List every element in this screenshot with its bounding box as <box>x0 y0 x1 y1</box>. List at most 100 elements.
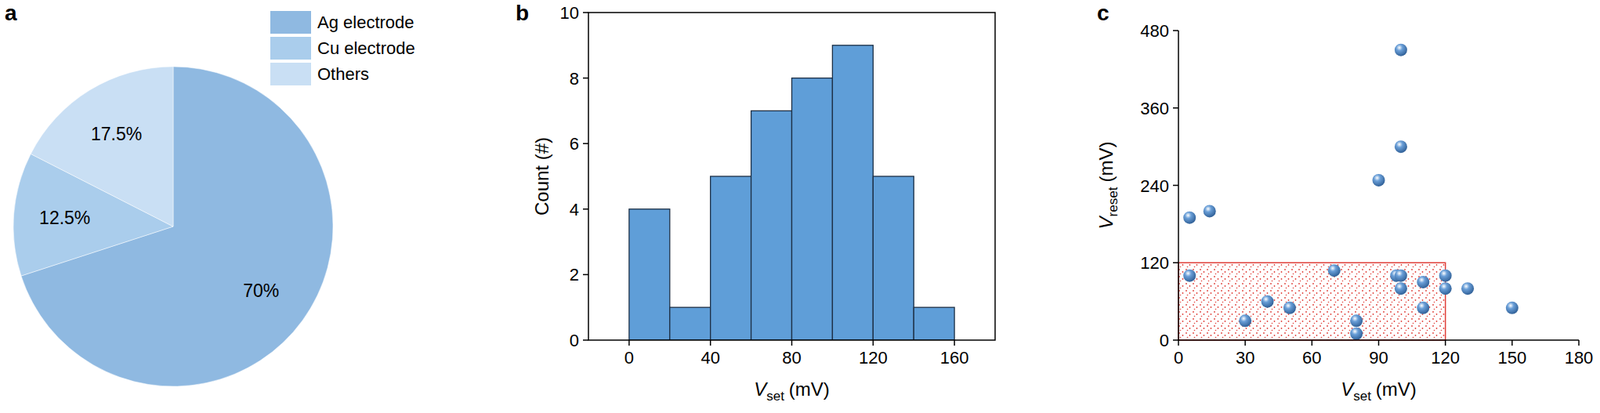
plot-frame <box>588 12 996 341</box>
y-tick-label: 4 <box>569 199 580 220</box>
histogram-bar <box>751 110 793 341</box>
points <box>1183 43 1519 341</box>
scatter-point <box>1461 282 1474 295</box>
x-tick <box>1244 340 1246 346</box>
legend-swatch <box>270 10 312 34</box>
y-tick-label: 2 <box>569 264 580 285</box>
scatter-point <box>1416 275 1430 289</box>
axis-label-subscript: set <box>766 388 785 404</box>
y-tick <box>582 11 589 14</box>
y-tick <box>1172 339 1179 341</box>
data-label: 17.5% <box>90 123 142 145</box>
data-label: 12.5% <box>39 207 91 229</box>
x-tick <box>1511 340 1514 346</box>
x-tick <box>953 340 956 346</box>
y-tick <box>1172 29 1179 32</box>
scatter-point <box>1394 269 1408 283</box>
x-tick <box>1578 340 1580 346</box>
x-tick-label: 0 <box>624 347 634 368</box>
data-label: 70% <box>242 280 279 301</box>
x-tick-label: 0 <box>1173 347 1184 368</box>
axis-label-subscript: set <box>1353 388 1372 404</box>
scatter-point <box>1505 301 1519 315</box>
y-tick-label: 0 <box>569 330 580 351</box>
x-tick <box>709 340 712 346</box>
scatter-point <box>1394 140 1408 153</box>
x-tick <box>628 340 630 346</box>
scatter-point <box>1439 282 1452 295</box>
y-tick <box>582 142 589 145</box>
scatter-point <box>1350 314 1363 327</box>
figure: a 70% 12.5% 17.5% Ag electrode Cu electrode Ot… <box>0 0 1600 413</box>
scatter-point <box>1394 43 1408 57</box>
histogram-bar <box>629 209 670 341</box>
x-tick <box>872 340 875 346</box>
scatter-point <box>1183 269 1196 283</box>
y-tick-label: 240 <box>1140 176 1170 196</box>
scatter-point <box>1238 314 1252 327</box>
scatter-point <box>1439 269 1452 283</box>
legend-label: Others <box>317 64 370 84</box>
axis-label-subscript: reset <box>1105 186 1121 217</box>
pie <box>13 66 334 387</box>
x-tick-label: 80 <box>781 347 801 368</box>
scatter-point <box>1394 282 1408 295</box>
axis-label: Count (#) <box>531 137 553 216</box>
y-tick <box>582 274 589 276</box>
region-group <box>1178 262 1446 341</box>
histogram-bar <box>872 176 914 341</box>
axis-label: Vreset(mV) <box>1095 141 1121 230</box>
y-tick <box>582 339 589 341</box>
scatter-point <box>1372 173 1386 187</box>
histogram-bar <box>792 78 833 341</box>
axis-label-unit: (mV) <box>789 378 830 400</box>
y-tick <box>1172 262 1179 265</box>
y-tick-label: 8 <box>569 68 580 89</box>
legend-swatch <box>270 36 312 60</box>
x-tick <box>791 340 793 346</box>
axis-label-unit: (mV) <box>1095 141 1117 183</box>
y-tick <box>582 208 589 210</box>
scatter-point <box>1283 301 1296 315</box>
axes: 024681004080120160 <box>560 3 970 368</box>
scatter-point <box>1416 301 1430 315</box>
panel-label: a <box>4 0 18 26</box>
x-tick <box>1177 340 1180 346</box>
y-tick-label: 0 <box>1159 330 1170 351</box>
x-tick-label: 30 <box>1235 347 1255 368</box>
axis-label: Vset(mV) <box>753 378 830 404</box>
y-tick-label: 360 <box>1140 98 1170 119</box>
scatter-point <box>1203 204 1217 218</box>
x-tick-label: 160 <box>940 347 970 368</box>
pie-labels: 70% 12.5% 17.5% <box>39 123 279 301</box>
y-tick-label: 480 <box>1140 21 1170 41</box>
legend: Ag electrode Cu electrode Others <box>270 10 416 86</box>
y-tick-label: 10 <box>560 3 580 23</box>
pie-slice <box>21 66 334 387</box>
legend-label: Cu electrode <box>317 38 416 58</box>
panel-label: c <box>1096 0 1110 26</box>
x-tick-label: 60 <box>1302 347 1322 368</box>
legend-swatch <box>270 62 312 86</box>
panel-label: b <box>515 0 529 26</box>
axis-label: Vset(mV) <box>1340 378 1417 404</box>
histogram-bar <box>710 176 752 341</box>
y-tick <box>1172 184 1179 187</box>
histogram-bar <box>913 307 955 341</box>
x-tick <box>1444 340 1447 346</box>
y-tick <box>1172 107 1179 109</box>
x-tick <box>1378 340 1380 346</box>
scatter-point <box>1350 327 1363 341</box>
x-tick-label: 120 <box>858 347 888 368</box>
axes: 01202403604800306090120150180 <box>1140 21 1593 368</box>
pie-slice <box>30 66 174 227</box>
y-tick <box>582 77 589 80</box>
x-tick-label: 40 <box>700 347 720 368</box>
histogram-bar <box>669 307 711 341</box>
x-tick-label: 90 <box>1368 347 1388 368</box>
scatter-point <box>1261 295 1275 308</box>
highlight-region <box>1178 262 1446 341</box>
scatter-point <box>1183 211 1196 225</box>
legend-label: Ag electrode <box>317 12 415 33</box>
axis-label-unit: (mV) <box>1375 378 1417 400</box>
